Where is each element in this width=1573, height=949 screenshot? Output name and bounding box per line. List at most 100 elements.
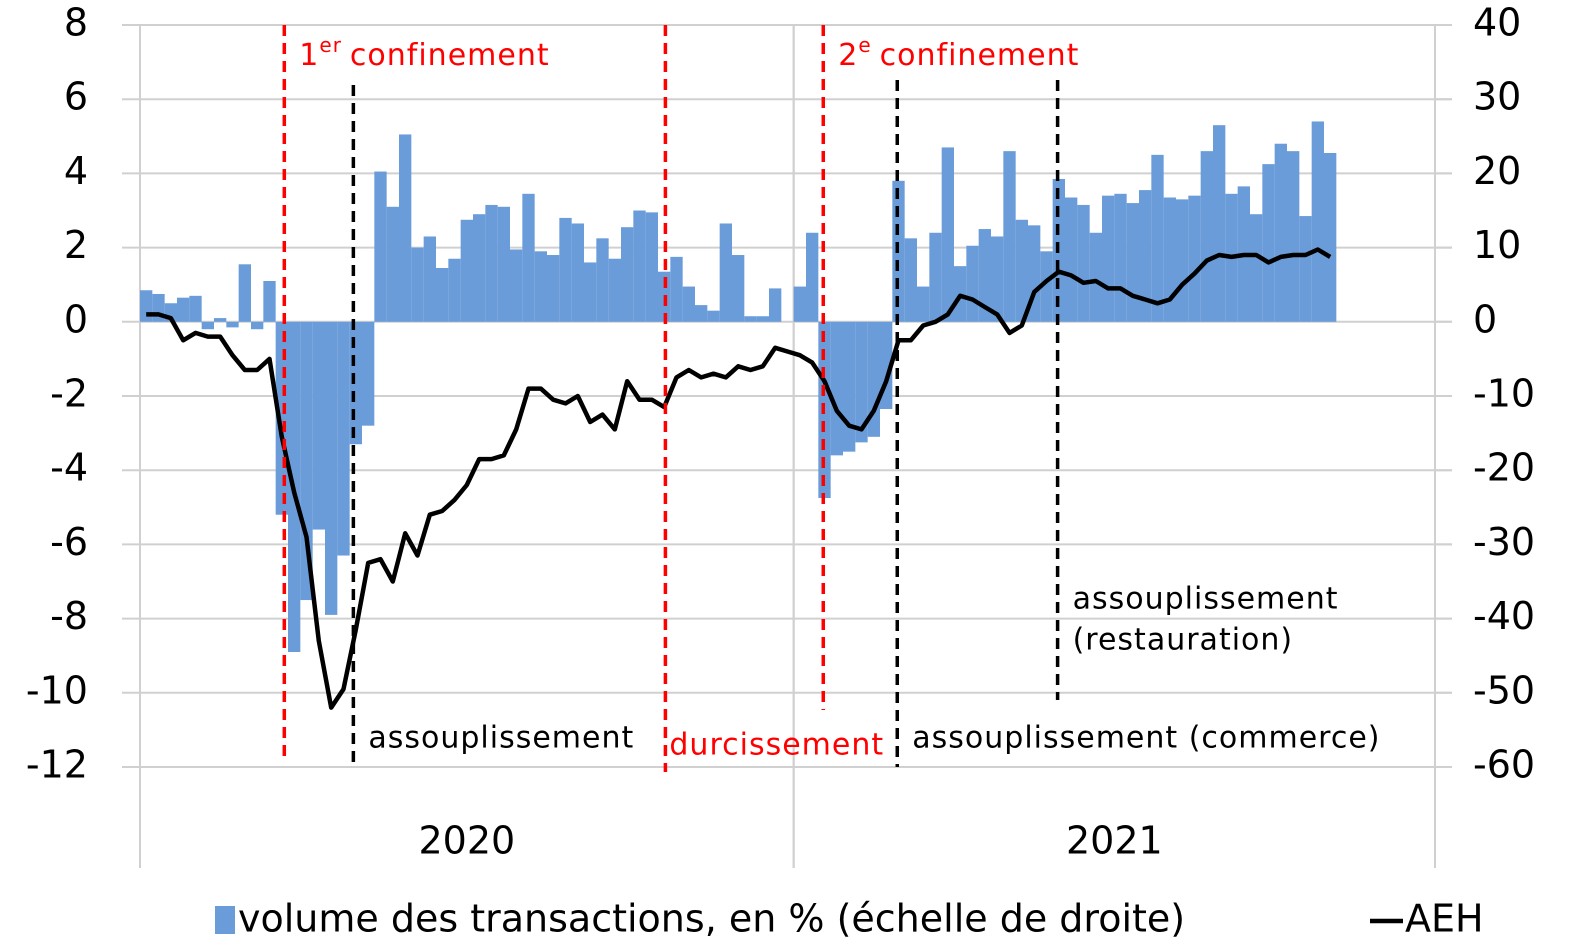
bar xyxy=(793,286,806,322)
bar xyxy=(1311,121,1324,322)
bar xyxy=(756,316,769,322)
bar xyxy=(436,268,449,322)
bar xyxy=(1176,199,1189,322)
bar xyxy=(263,280,276,322)
y-tick-label: 2 xyxy=(64,223,88,267)
y-tick-label: -2 xyxy=(50,372,88,416)
event-label: 2e confinement xyxy=(838,33,1079,73)
bar xyxy=(571,223,584,322)
bar xyxy=(1040,251,1053,322)
bar xyxy=(201,321,214,330)
bar xyxy=(596,238,609,322)
y2-tick-label: -10 xyxy=(1473,372,1535,416)
bar xyxy=(1077,204,1090,322)
bar xyxy=(929,232,942,322)
bar xyxy=(399,134,412,322)
bar xyxy=(855,321,868,443)
legend-label: volume des transactions, en % (échelle d… xyxy=(238,897,1185,941)
bar xyxy=(1114,193,1127,322)
event-label: (restauration) xyxy=(1073,623,1294,658)
x-group-label: 2020 xyxy=(418,819,515,863)
bar xyxy=(719,223,732,322)
y-tick-label: -8 xyxy=(50,594,88,638)
y2-tick-label: 40 xyxy=(1473,1,1521,45)
x-group-label: 2021 xyxy=(1066,819,1163,863)
bar xyxy=(448,258,461,322)
bar xyxy=(1102,195,1115,322)
bar xyxy=(904,238,917,322)
event-label-text: confinement xyxy=(350,38,550,73)
legend-swatch xyxy=(215,906,235,934)
bar xyxy=(386,206,399,322)
bar xyxy=(1287,151,1300,322)
bar xyxy=(1139,190,1152,322)
y2-tick-label: 30 xyxy=(1473,75,1521,119)
event-label: assouplissement xyxy=(368,721,634,756)
event-label-sup: er xyxy=(319,33,342,57)
bar xyxy=(991,236,1004,322)
line xyxy=(146,247,1332,710)
bar xyxy=(1065,197,1078,322)
bar xyxy=(1163,197,1176,322)
event-label: assouplissement xyxy=(1073,582,1339,617)
bar xyxy=(621,227,634,322)
bar xyxy=(1324,152,1337,322)
bar xyxy=(522,193,535,322)
bar xyxy=(177,297,190,322)
bar xyxy=(510,249,523,322)
y2-tick-label: -50 xyxy=(1473,668,1535,712)
bar xyxy=(633,210,646,322)
bar xyxy=(411,247,424,322)
bar xyxy=(423,236,436,322)
bar xyxy=(645,212,658,322)
y2-tick-label: 0 xyxy=(1473,297,1497,341)
y2-tick-label: -20 xyxy=(1473,446,1535,490)
bar xyxy=(917,286,930,322)
event-label-number: 2 xyxy=(838,38,858,73)
bar xyxy=(1299,216,1312,322)
bar xyxy=(374,171,387,322)
bar xyxy=(214,318,227,322)
bar xyxy=(325,321,338,615)
y-tick-label: -10 xyxy=(26,668,88,712)
bar xyxy=(485,204,498,322)
y-tick-label: 4 xyxy=(64,149,88,193)
bar xyxy=(1250,214,1263,322)
y-tick-label: 6 xyxy=(64,75,88,119)
bar xyxy=(337,321,350,556)
legend-label: AEH xyxy=(1405,897,1484,941)
bar xyxy=(806,232,819,322)
bar xyxy=(584,262,597,322)
bar xyxy=(140,290,153,322)
bar xyxy=(189,295,202,322)
y-tick-label: -6 xyxy=(50,520,88,564)
bar xyxy=(547,255,560,322)
bar xyxy=(251,321,264,330)
bar xyxy=(1151,154,1164,322)
event-label-sup: e xyxy=(858,33,871,57)
bar xyxy=(238,264,251,322)
bar xyxy=(349,321,362,445)
bar xyxy=(534,251,547,322)
bar xyxy=(843,321,856,452)
y2-tick-label: 20 xyxy=(1473,149,1521,193)
bar xyxy=(732,255,745,322)
bar xyxy=(226,321,239,328)
bar xyxy=(1262,164,1275,322)
bar xyxy=(695,305,708,322)
bar xyxy=(312,321,325,530)
bar xyxy=(744,316,757,322)
bar xyxy=(1003,151,1016,322)
bar xyxy=(460,219,473,322)
event-label: 1er confinement xyxy=(299,33,549,73)
bar xyxy=(608,258,621,322)
bar xyxy=(1015,219,1028,322)
bar xyxy=(1213,125,1226,322)
event-label-number: 1 xyxy=(299,38,319,73)
bar xyxy=(966,245,979,322)
bar xyxy=(362,321,375,426)
y2-tick-label: -30 xyxy=(1473,520,1535,564)
bar xyxy=(830,321,843,456)
y-tick-label: -12 xyxy=(26,743,88,787)
